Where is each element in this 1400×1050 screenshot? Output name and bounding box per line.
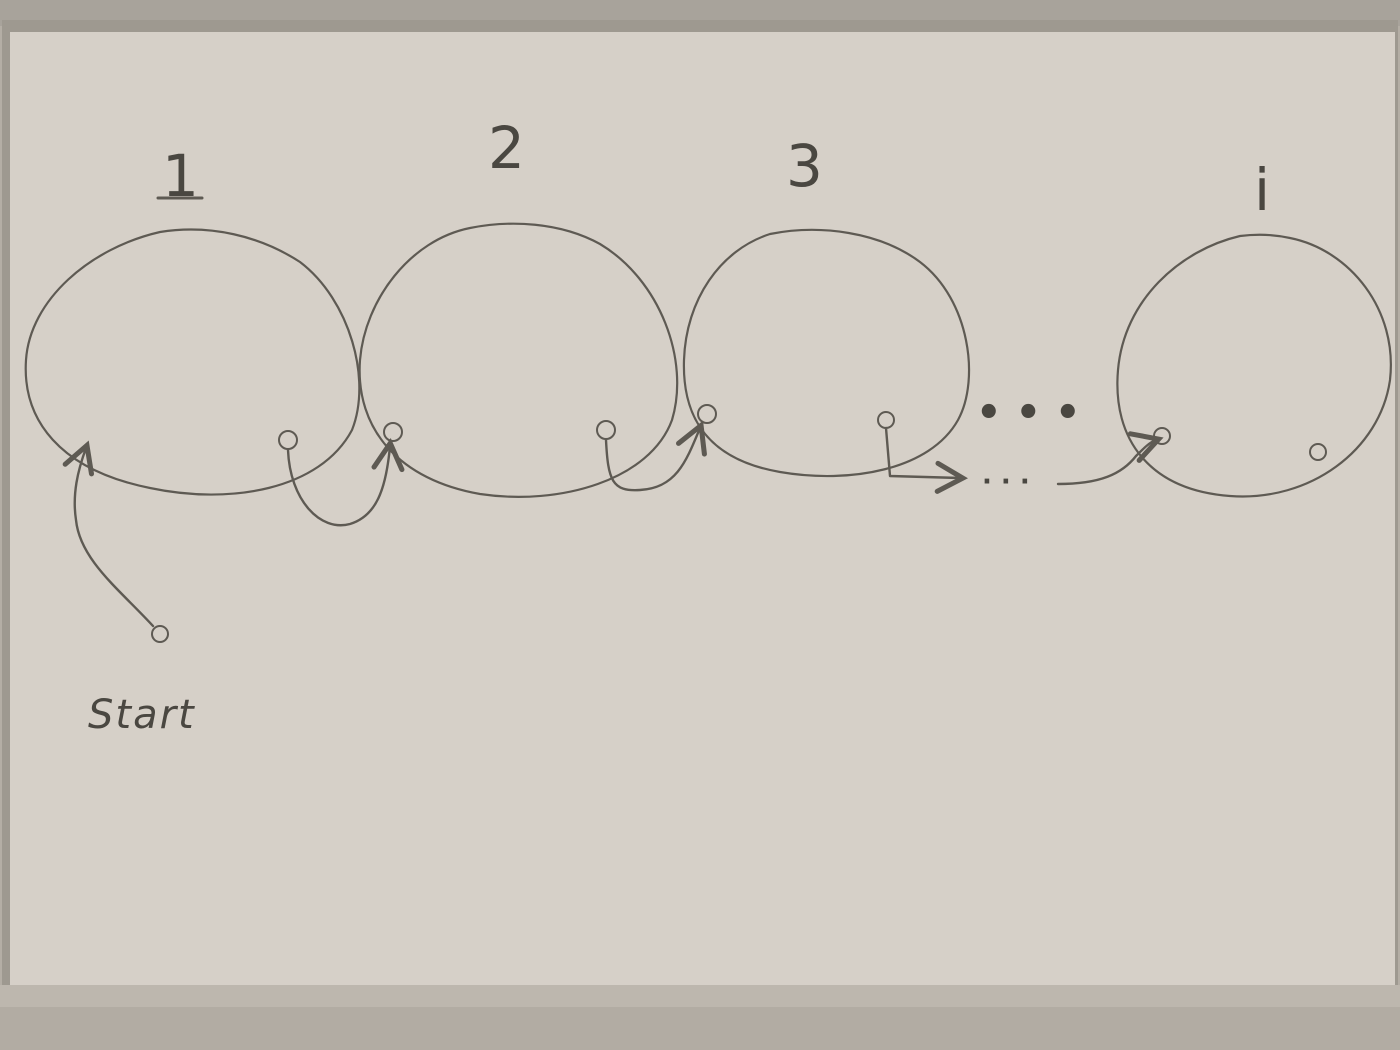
connector-ellipsis: · · · [982, 467, 1030, 497]
arrow-cluster1-to-cluster2 [286, 438, 405, 527]
arrow-dots-to-clusteri [1056, 431, 1164, 486]
whiteboard-surface [10, 32, 1395, 987]
floor-carpet [0, 1007, 1400, 1050]
cluster-gap-ellipsis: • • • [976, 390, 1081, 436]
node-cluster3-entry [697, 404, 717, 424]
marker-tray [0, 985, 1400, 1007]
node-clusteri-exit [1309, 443, 1327, 461]
arrow-cluster2-to-cluster3 [604, 420, 707, 492]
start-label: Start [88, 692, 196, 738]
cluster-label-i: i [1254, 156, 1270, 224]
cluster-loop-1 [24, 228, 361, 496]
cluster-label-3: 3 [786, 132, 823, 200]
cluster-loop-3 [682, 228, 971, 478]
cluster-label-1: 1 [162, 142, 199, 210]
cluster-loop-i [1116, 233, 1392, 498]
cluster-loop-2 [358, 222, 679, 498]
arrow-cluster3-to-dots [884, 426, 968, 494]
node-start [151, 625, 169, 643]
arrow-start-to-cluster1 [62, 440, 155, 628]
cluster-label-2: 2 [488, 114, 525, 182]
